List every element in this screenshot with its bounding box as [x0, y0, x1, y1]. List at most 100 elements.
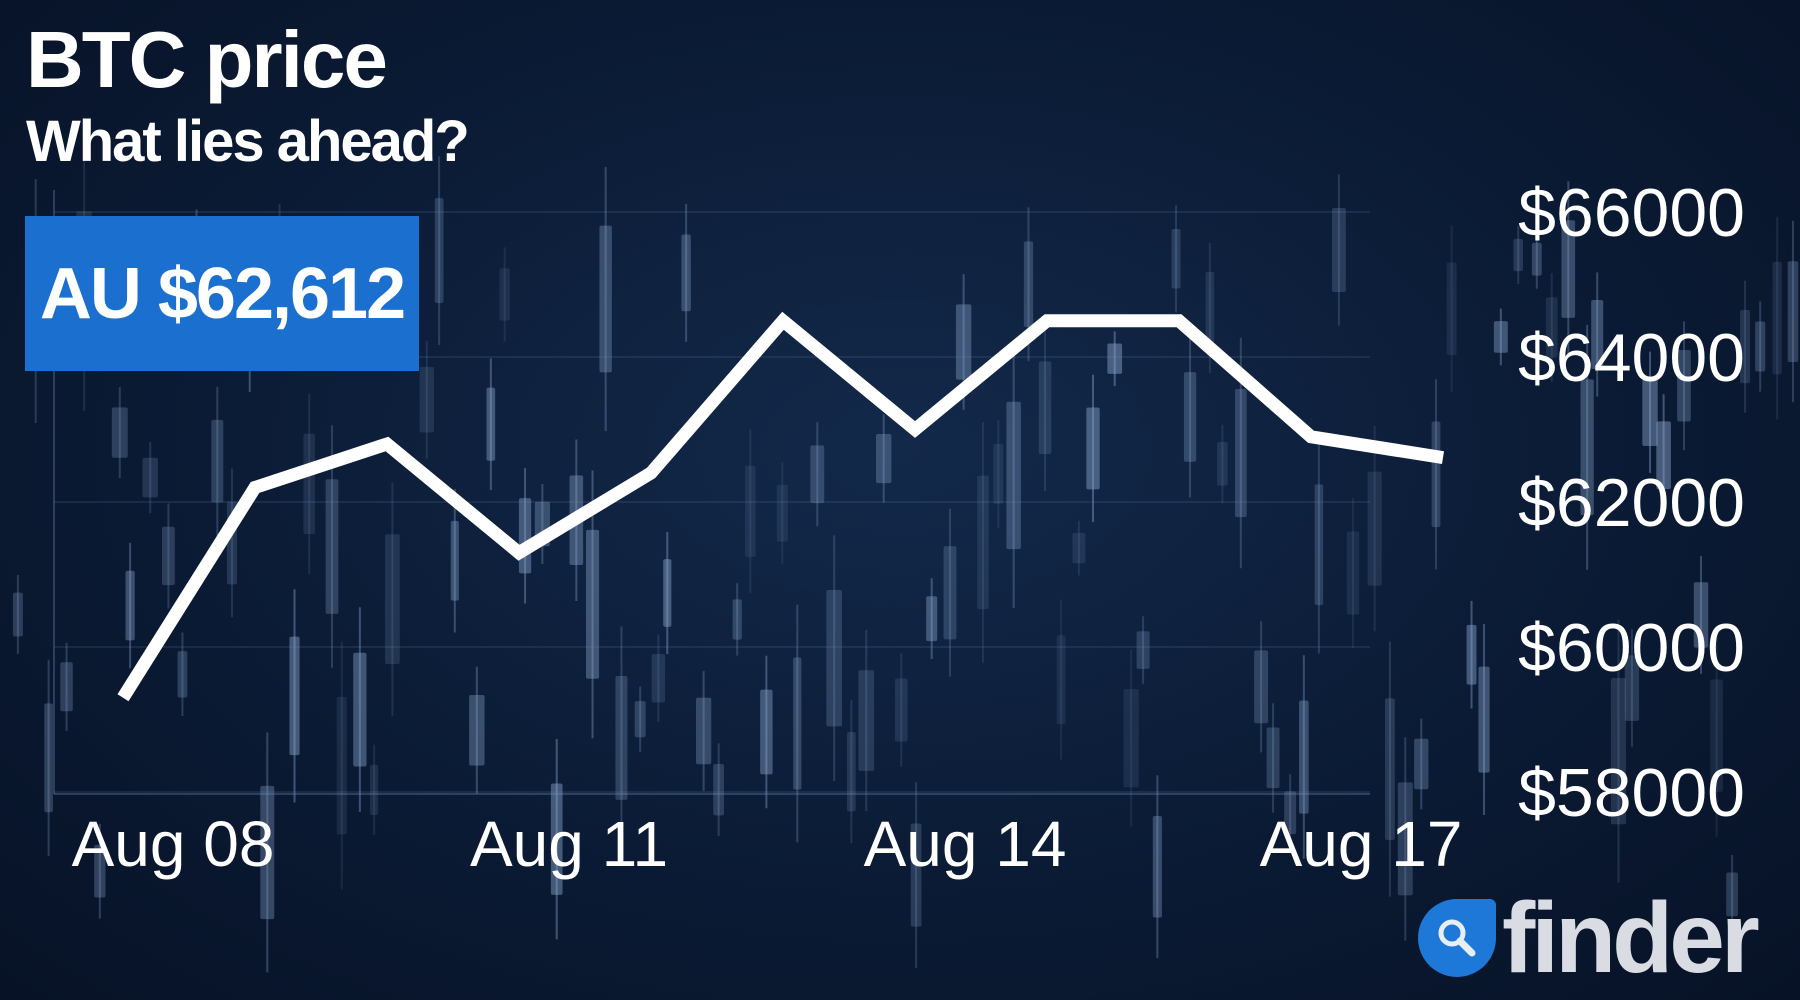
background-candle	[289, 636, 300, 756]
background-candle	[1023, 241, 1034, 327]
background-candle	[1397, 782, 1413, 896]
background-candle	[162, 526, 175, 586]
background-candle	[1466, 624, 1477, 685]
background-candle	[846, 731, 856, 812]
background-candle	[1414, 738, 1429, 790]
background-candle	[910, 823, 922, 927]
background-candle	[1384, 698, 1395, 840]
x-tick-label: Aug 11	[470, 808, 668, 880]
background-candle	[1493, 321, 1508, 353]
chart-title: BTC price	[26, 15, 388, 104]
background-candle	[1254, 650, 1269, 724]
y-tick-label: $62000	[1518, 465, 1745, 541]
background-candle	[760, 689, 773, 775]
background-candle	[303, 433, 315, 535]
background-candle	[651, 654, 666, 703]
background-candle	[1610, 678, 1627, 825]
background-candle	[1183, 372, 1197, 462]
background-candle	[1056, 635, 1066, 725]
background-candle	[1642, 378, 1658, 446]
background-candle	[111, 407, 128, 458]
background-candle	[713, 763, 725, 816]
background-candle	[1710, 679, 1723, 792]
background-candle	[1266, 727, 1280, 789]
background-candle	[419, 366, 434, 433]
background-candle	[1755, 321, 1766, 372]
background-candle	[1217, 442, 1228, 486]
y-tick-label: $58000	[1518, 755, 1745, 831]
background-candle	[955, 304, 972, 380]
y-tick-label: $60000	[1518, 610, 1745, 686]
x-tick-label: Aug 08	[72, 808, 275, 880]
background-candle	[1086, 407, 1100, 490]
background-candle	[550, 783, 563, 895]
logo-text: finder	[1502, 882, 1760, 994]
background-candle	[1332, 207, 1346, 293]
background-candle	[12, 592, 23, 637]
background-candle	[793, 657, 802, 790]
background-candle	[1531, 242, 1542, 276]
background-candle	[94, 844, 106, 898]
background-candle	[943, 546, 957, 640]
background-candle	[776, 484, 788, 542]
background-candle	[1152, 816, 1162, 918]
y-tick-label: $64000	[1518, 320, 1745, 396]
background-candle	[894, 678, 908, 742]
background-candle	[858, 670, 875, 771]
background-candle	[1107, 343, 1123, 374]
background-candle	[469, 694, 485, 766]
background-candle	[60, 662, 73, 712]
background-candle	[1740, 310, 1751, 384]
background-candle	[1656, 421, 1671, 490]
magnifier-icon	[1418, 899, 1496, 977]
background-candle	[663, 559, 672, 627]
background-candle	[585, 529, 600, 679]
background-candle	[634, 701, 646, 738]
background-candle	[369, 764, 379, 815]
background-candle	[211, 419, 224, 503]
background-candle	[142, 457, 158, 498]
background-candle	[1591, 299, 1604, 370]
background-candle	[1478, 666, 1490, 773]
background-candle	[434, 198, 444, 304]
x-tick-label: Aug 17	[1260, 808, 1463, 880]
background-candle	[385, 534, 400, 664]
background-candle	[695, 697, 712, 765]
background-candle	[1367, 471, 1382, 586]
background-candle	[499, 268, 510, 321]
x-tick-label: Aug 14	[864, 808, 1067, 880]
background-candle	[336, 696, 347, 835]
background-candle	[1677, 350, 1691, 422]
background-candle	[1205, 271, 1215, 345]
background-candle	[353, 652, 367, 767]
background-candle	[681, 234, 691, 312]
background-candle	[1545, 297, 1558, 358]
background-candle	[615, 675, 628, 800]
background-candle	[926, 596, 938, 642]
background-candle	[1624, 655, 1640, 721]
background-candle	[876, 434, 892, 484]
background-candle	[1136, 631, 1150, 669]
background-candle	[1234, 389, 1247, 518]
background-candle	[125, 570, 135, 641]
background-candle	[518, 498, 532, 574]
background-candle	[810, 445, 825, 504]
background-candle	[1726, 872, 1738, 917]
background-candle	[993, 444, 1004, 504]
background-candle	[826, 589, 842, 727]
background-candle	[486, 387, 496, 461]
background-candle	[1513, 238, 1523, 272]
background-candle	[1299, 700, 1309, 814]
background-candle	[1787, 261, 1799, 362]
background-candle	[1580, 379, 1594, 516]
background-candle	[599, 225, 612, 373]
background-candle	[1314, 484, 1324, 606]
background-candle	[732, 599, 742, 640]
background-candle	[260, 785, 275, 920]
background-candle	[977, 475, 989, 610]
background-candle	[1772, 261, 1782, 375]
background-candle	[1284, 791, 1297, 835]
background-candle	[745, 465, 756, 557]
background-candle	[44, 703, 53, 813]
